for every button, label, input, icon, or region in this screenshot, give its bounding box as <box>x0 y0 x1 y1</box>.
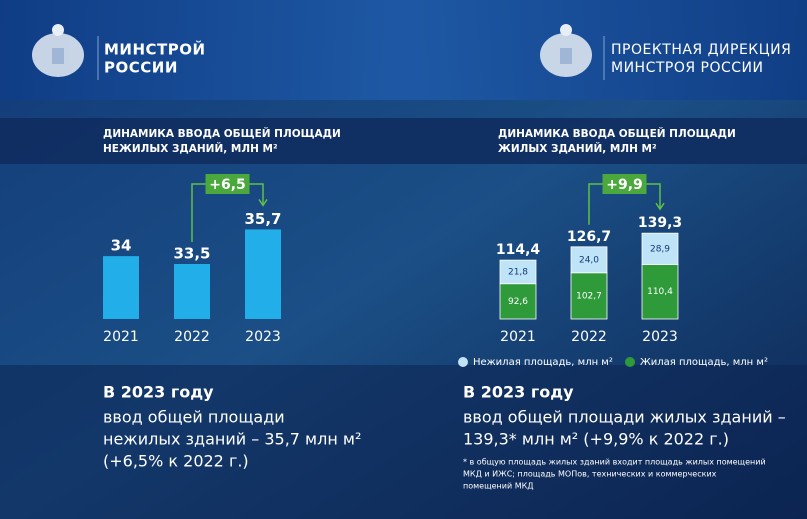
segment-label: 102,7 <box>576 291 602 301</box>
segment-label: 92,6 <box>508 297 528 307</box>
bar <box>174 264 210 319</box>
bar-segment <box>570 246 608 274</box>
summary-line: нежилых зданий – 35,7 млн м² <box>103 430 361 449</box>
bottom-shade <box>0 365 807 519</box>
summary-line: ввод общей площади жилых зданий – <box>463 408 786 427</box>
bar-segment <box>641 264 679 320</box>
value-label: 35,7 <box>244 210 281 228</box>
value-label: 33,5 <box>173 245 210 263</box>
bar-segment <box>570 272 608 320</box>
emblem-left <box>32 24 84 77</box>
chart-title: НЕЖИЛЫХ ЗДАНИЙ, МЛН М² <box>103 142 278 155</box>
total-label: 126,7 <box>567 229 611 245</box>
annotation-box <box>602 174 647 194</box>
title-band <box>0 118 807 164</box>
value-label: 34 <box>111 237 132 255</box>
x-tick-label: 2021 <box>500 329 536 345</box>
summary-line: (+6,5% к 2022 г.) <box>103 452 249 471</box>
footnote: помещений МКД <box>463 482 534 491</box>
legend-label: Жилая площадь, млн м² <box>640 357 768 368</box>
segment-label: 28,9 <box>650 244 670 254</box>
x-tick-label: 2021 <box>103 329 139 345</box>
legend-marker <box>625 357 635 367</box>
x-tick-label: 2022 <box>174 329 210 345</box>
legend-label: Нежилая площадь, млн м² <box>473 357 613 368</box>
logo-text: РОССИИ <box>104 59 178 77</box>
annotation: +9,9 <box>606 177 643 193</box>
chart-title: ЖИЛЫХ ЗДАНИЙ, МЛН М² <box>498 142 657 155</box>
logo-text: МИНСТРОЯ РОССИИ <box>611 60 764 76</box>
arrow-head <box>258 199 268 207</box>
arrow-head <box>655 202 665 211</box>
total-label: 114,4 <box>496 242 541 258</box>
footnote: МКД и ИЖС; площадь МОПов, технических и … <box>463 470 717 479</box>
segment-label: 21,8 <box>508 267 528 277</box>
bar-segment <box>641 232 679 265</box>
annotation: +6,5 <box>209 177 246 193</box>
x-tick-label: 2023 <box>245 329 281 345</box>
total-label: 139,3 <box>638 215 682 231</box>
header-band <box>0 0 807 100</box>
bar <box>245 229 281 319</box>
chart-title: ДИНАМИКА ВВОДА ОБЩЕЙ ПЛОЩАДИ <box>103 127 341 140</box>
summary-line: 139,3* млн м² (+9,9% к 2022 г.) <box>463 430 729 449</box>
logo-text: МИНСТРОЙ <box>104 40 206 59</box>
legend-marker <box>458 357 468 367</box>
x-tick-label: 2022 <box>571 329 607 345</box>
x-tick-label: 2023 <box>642 329 678 345</box>
bar-segment <box>499 283 537 320</box>
segment-label: 110,4 <box>647 287 673 297</box>
footnote: * в общую площадь жилых зданий входит пл… <box>463 458 766 467</box>
bar <box>103 256 139 319</box>
emblem-right <box>540 24 592 77</box>
annotation-box <box>205 174 250 194</box>
summary-line: ввод общей площади <box>103 408 285 427</box>
summary-line: В 2023 году <box>463 383 574 402</box>
bar-segment <box>499 259 537 285</box>
chart-title: ДИНАМИКА ВВОДА ОБЩЕЙ ПЛОЩАДИ <box>498 127 736 140</box>
segment-label: 24,0 <box>579 255 599 265</box>
summary-line: В 2023 году <box>103 383 214 402</box>
logo-text: ПРОЕКТНАЯ ДИРЕКЦИЯ <box>611 42 791 58</box>
